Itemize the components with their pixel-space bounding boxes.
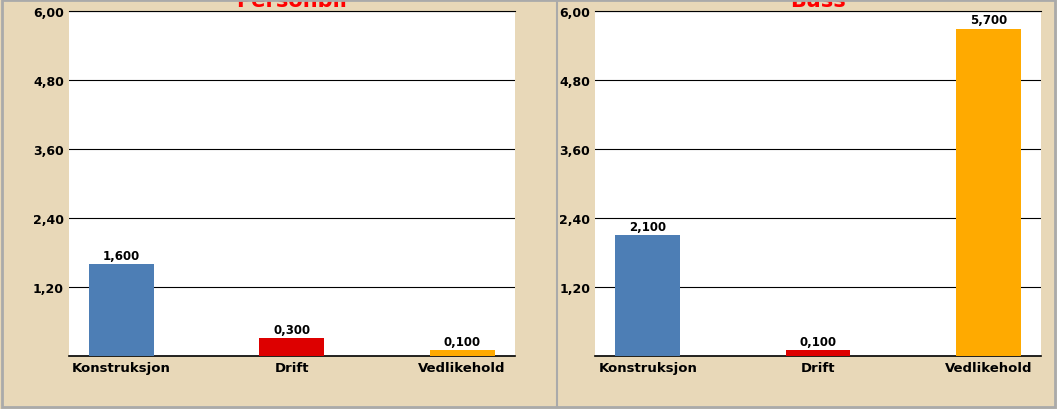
- Text: 0,100: 0,100: [444, 335, 481, 348]
- Bar: [615, 236, 680, 356]
- Bar: [430, 350, 495, 356]
- Text: 2,100: 2,100: [629, 220, 666, 233]
- Text: 1,600: 1,600: [103, 249, 140, 262]
- Bar: [89, 264, 153, 356]
- Text: 5,700: 5,700: [970, 14, 1007, 27]
- Title: Personbil: Personbil: [237, 0, 347, 11]
- Bar: [259, 339, 324, 356]
- Bar: [785, 350, 851, 356]
- Text: 0,100: 0,100: [799, 335, 837, 348]
- Title: Buss: Buss: [791, 0, 846, 11]
- Text: 0,300: 0,300: [273, 324, 311, 336]
- Bar: [957, 29, 1021, 356]
